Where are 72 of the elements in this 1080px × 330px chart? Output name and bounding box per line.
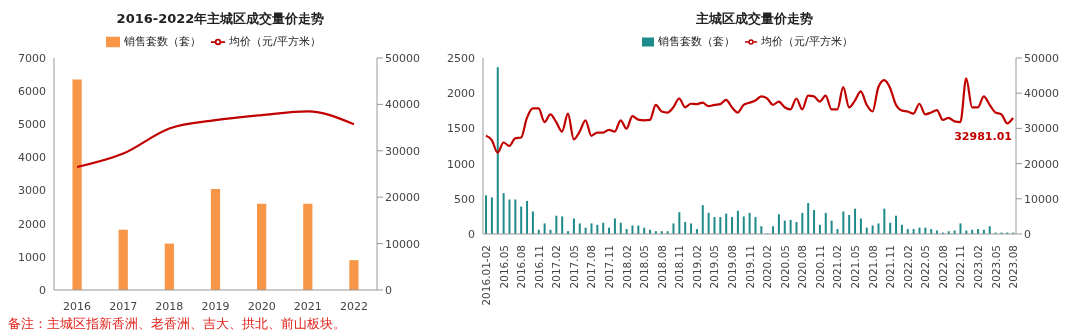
x-tick-label: 2016.11 [532, 245, 545, 289]
x-tick-label: 2016 [63, 300, 92, 313]
legend-label: 销售套数（套） [658, 35, 736, 48]
x-tick-label: 2021 [293, 300, 322, 313]
x-tick-label: 2020.08 [796, 245, 809, 289]
y-tick-label: 1000 [447, 157, 475, 171]
y-tick-label: 2000 [447, 87, 475, 101]
y2-tick-label: 40000 [385, 98, 420, 112]
x-tick-label: 2017.08 [585, 245, 598, 289]
chart-title: 2016-2022年主城区成交量价走势 [115, 10, 326, 28]
x-tick-label: 2019 [201, 300, 230, 313]
y-tick-label: 5000 [18, 118, 46, 132]
y-tick-label: 0 [39, 283, 46, 297]
x-tick-label: 2017.05 [567, 245, 580, 289]
x-tick-label: 2017.02 [550, 245, 563, 289]
x-tick-label: 2019.05 [708, 245, 721, 289]
data-label: 32981.01 [954, 129, 1012, 143]
y-tick-label: 7000 [18, 51, 46, 65]
x-tick-label: 2016.01-02 [479, 245, 492, 306]
x-tick-label: 2021.11 [884, 245, 897, 289]
x-tick-label: 2021.08 [866, 245, 879, 289]
y-tick-label: 6000 [18, 85, 46, 99]
x-tick-label: 2018.11 [673, 245, 686, 289]
y2-tick-label: 0 [1024, 227, 1031, 241]
x-tick-label: 2016.05 [497, 245, 510, 289]
x-tick-label: 2022.11 [954, 245, 967, 289]
x-tick-label: 2022.02 [901, 245, 914, 289]
x-tick-label: 2023.05 [989, 245, 1002, 289]
y-tick-label: 2000 [18, 217, 46, 231]
x-tick-label: 2023.08 [1007, 245, 1020, 289]
y-tick-label: 0 [468, 227, 475, 241]
x-tick-label: 2022 [339, 300, 368, 313]
text: 备注：主城区指新香洲、老香洲、吉大、拱北、前山板块。 [8, 316, 347, 330]
y2-tick-label: 30000 [1024, 122, 1059, 136]
y2-tick-label: 30000 [385, 144, 420, 158]
x-tick-label: 2017.11 [602, 245, 615, 289]
y-tick-label: 4000 [18, 151, 46, 165]
x-tick-label: 2022.05 [919, 245, 932, 289]
y-tick-label: 1500 [447, 122, 475, 136]
x-tick-label: 2021.02 [831, 245, 844, 289]
y-tick-label: 2500 [447, 51, 475, 65]
y2-tick-label: 40000 [1024, 87, 1059, 101]
y2-tick-label: 10000 [385, 237, 420, 251]
x-tick-label: 2019.08 [725, 245, 738, 289]
x-tick-label: 2018.05 [638, 245, 651, 289]
x-tick-label: 2016.08 [515, 245, 528, 289]
x-tick-label: 2021.05 [848, 245, 861, 289]
x-tick-label: 2020.05 [778, 245, 791, 289]
x-tick-label: 2020 [247, 300, 276, 313]
y2-tick-label: 20000 [385, 191, 420, 205]
x-tick-label: 2023.02 [971, 245, 984, 289]
y-tick-label: 3000 [18, 184, 46, 198]
chart-title: 主城区成交量价走势 [695, 10, 814, 28]
legend-label: 均价（元/平方米） [229, 35, 321, 48]
x-tick-label: 2018.08 [655, 245, 668, 289]
x-tick-label: 2019.11 [743, 245, 756, 289]
x-tick-label: 2018 [155, 300, 184, 313]
y2-tick-label: 50000 [1024, 51, 1059, 65]
x-tick-label: 2018.02 [620, 245, 633, 289]
y-tick-label: 1000 [18, 250, 46, 264]
y2-tick-label: 20000 [1024, 157, 1059, 171]
x-tick-label: 2020.11 [813, 245, 826, 289]
y2-tick-label: 0 [385, 283, 392, 297]
x-tick-label: 2019.02 [690, 245, 703, 289]
x-tick-label: 2022.08 [936, 245, 949, 289]
x-tick-label: 2017 [109, 300, 138, 313]
y2-tick-label: 10000 [1024, 192, 1059, 206]
legend-label: 销售套数（套） [124, 35, 202, 48]
y2-tick-label: 50000 [385, 51, 420, 65]
x-tick-label: 2020.02 [761, 245, 774, 289]
y-tick-label: 500 [454, 192, 475, 206]
legend-label: 均价（元/平方米） [761, 35, 853, 48]
